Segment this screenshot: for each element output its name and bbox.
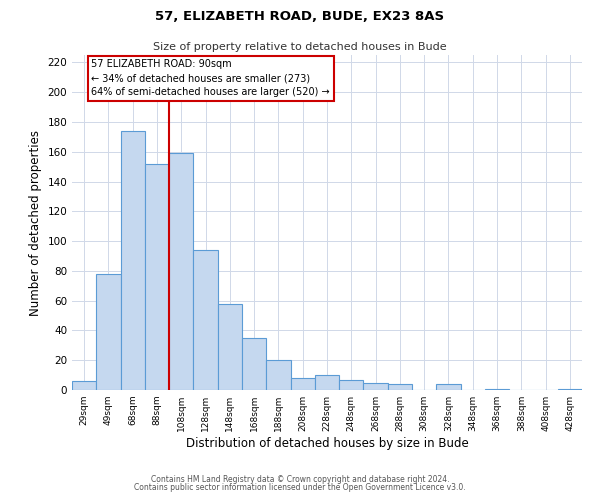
Bar	[72, 381, 96, 390]
X-axis label: Distribution of detached houses by size in Bude: Distribution of detached houses by size …	[185, 437, 469, 450]
Bar	[121, 131, 145, 390]
Bar	[193, 250, 218, 390]
Bar	[485, 388, 509, 390]
Bar	[145, 164, 169, 390]
Text: 57 ELIZABETH ROAD: 90sqm
← 34% of detached houses are smaller (273)
64% of semi-: 57 ELIZABETH ROAD: 90sqm ← 34% of detach…	[91, 60, 330, 98]
Bar	[290, 378, 315, 390]
Bar	[388, 384, 412, 390]
Bar	[364, 382, 388, 390]
Bar	[96, 274, 121, 390]
Bar	[339, 380, 364, 390]
Text: Size of property relative to detached houses in Bude: Size of property relative to detached ho…	[153, 42, 447, 52]
Text: 57, ELIZABETH ROAD, BUDE, EX23 8AS: 57, ELIZABETH ROAD, BUDE, EX23 8AS	[155, 10, 445, 23]
Y-axis label: Number of detached properties: Number of detached properties	[29, 130, 42, 316]
Bar	[242, 338, 266, 390]
Bar	[266, 360, 290, 390]
Bar	[558, 388, 582, 390]
Bar	[315, 375, 339, 390]
Text: Contains HM Land Registry data © Crown copyright and database right 2024.: Contains HM Land Registry data © Crown c…	[151, 475, 449, 484]
Bar	[436, 384, 461, 390]
Bar	[169, 154, 193, 390]
Text: Contains public sector information licensed under the Open Government Licence v3: Contains public sector information licen…	[134, 484, 466, 492]
Bar	[218, 304, 242, 390]
